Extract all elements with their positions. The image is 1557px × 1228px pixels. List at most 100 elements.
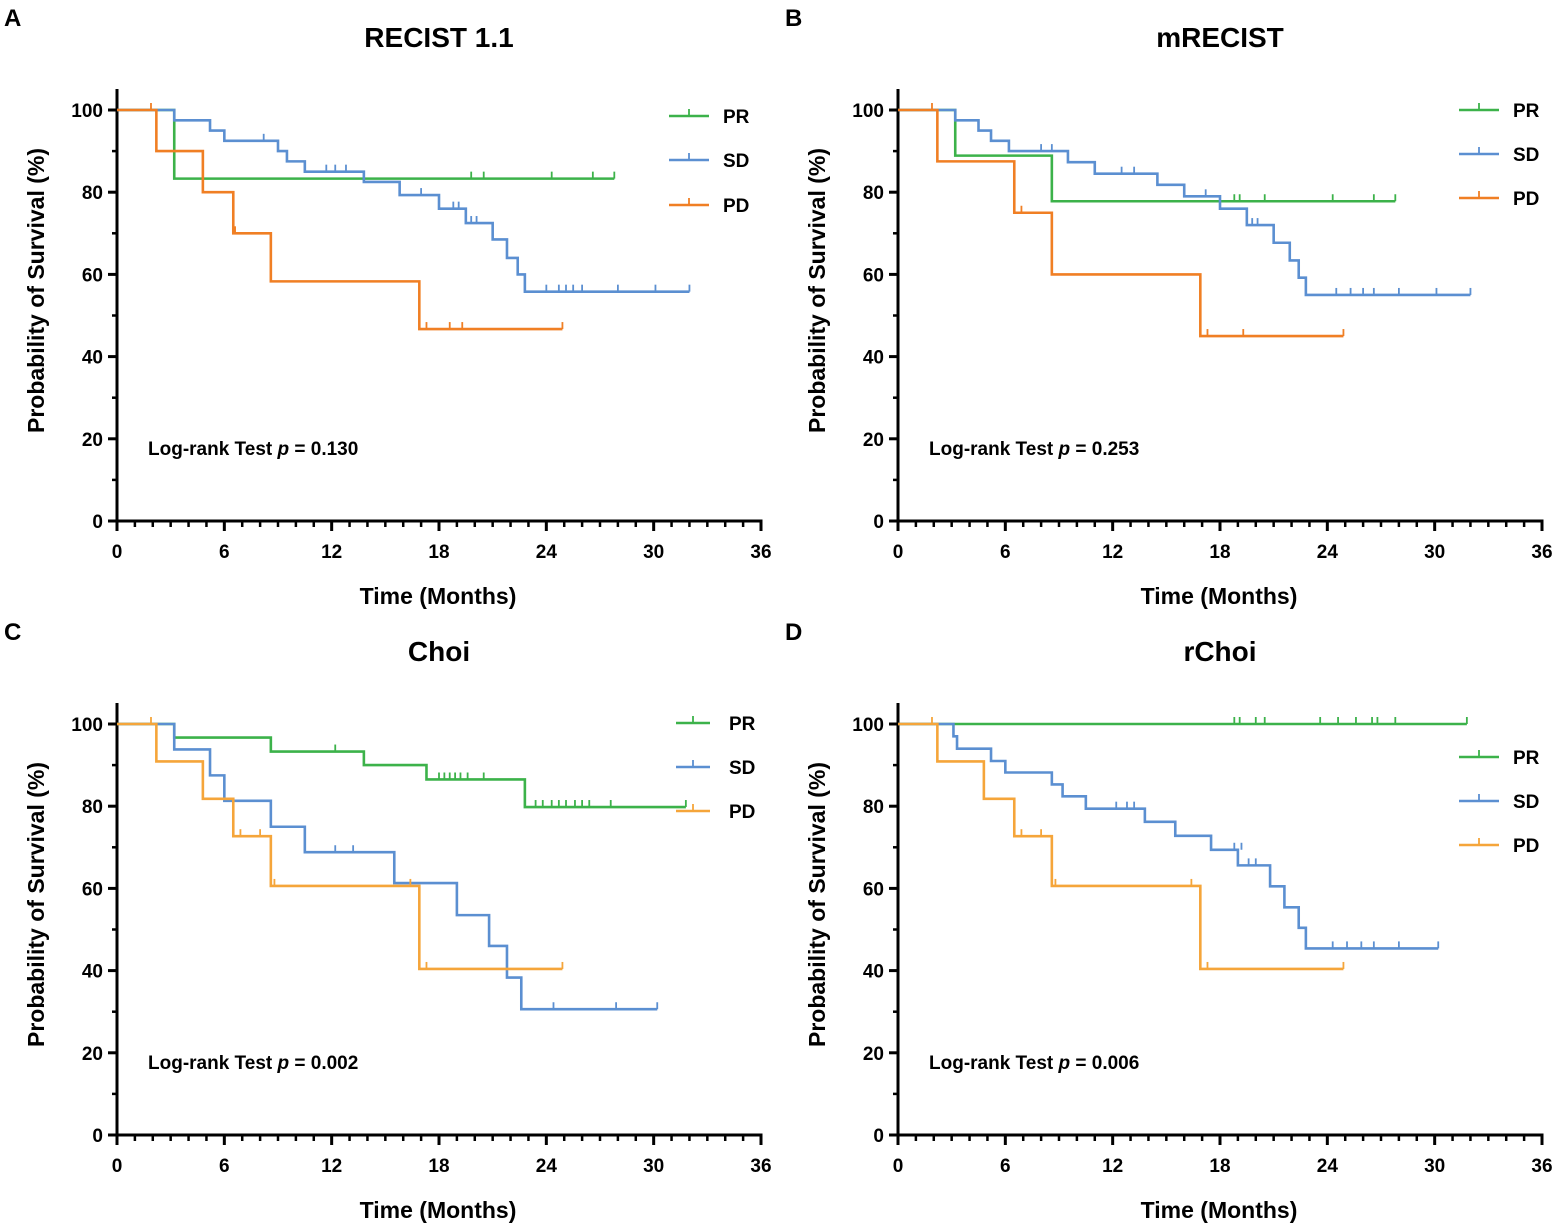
- legend-label-pd: PD: [723, 196, 749, 217]
- x-tick-label: 0: [893, 1156, 904, 1177]
- logrank-annotation: Log-rank Test p = 0.002: [148, 1053, 358, 1074]
- y-tick-label: 40: [863, 348, 884, 369]
- chart-title: mRECIST: [1156, 22, 1284, 53]
- y-axis-label: Probability of Survival (%): [23, 148, 49, 433]
- chart-title: rChoi: [1183, 636, 1256, 667]
- legend-label-pr: PR: [1513, 101, 1540, 122]
- logrank-annotation: Log-rank Test p = 0.130: [148, 439, 358, 460]
- legend-label-sd: SD: [729, 758, 755, 779]
- y-tick-label: 80: [82, 797, 103, 818]
- km-chart-svg: A RECIST 1.1 0 20 40 60 80 100 0 6 12 18 24 30 36 Time …: [4, 5, 772, 609]
- y-tick-label: 60: [82, 879, 103, 900]
- legend-label-pr: PR: [723, 107, 750, 128]
- km-curve-pr: [898, 108, 1396, 203]
- panel-letter: B: [785, 5, 802, 32]
- x-tick-label: 18: [428, 542, 449, 563]
- x-tick-label: 18: [1209, 1156, 1230, 1177]
- y-tick-label: 0: [92, 512, 103, 533]
- y-tick-label: 20: [82, 430, 103, 451]
- y-tick-label: 0: [92, 1126, 103, 1147]
- legend-label-pd: PD: [1513, 836, 1539, 857]
- x-tick-label: 36: [750, 1156, 771, 1177]
- y-tick-label: 0: [873, 512, 884, 533]
- km-chart-svg: C Choi 0 20 40 60 80 100 0 6 12 18 24 30 36 Time (Month…: [4, 619, 772, 1223]
- panel-letter: A: [4, 5, 21, 32]
- y-axis-label: Probability of Survival (%): [804, 148, 830, 433]
- legend-label-pr: PR: [729, 714, 756, 735]
- x-axis-label: Time (Months): [360, 1197, 517, 1223]
- y-tick-label: 80: [82, 183, 103, 204]
- y-tick-label: 80: [863, 183, 884, 204]
- legend-label-sd: SD: [1513, 145, 1539, 166]
- x-tick-label: 18: [428, 1156, 449, 1177]
- x-axis-label: Time (Months): [1141, 583, 1298, 609]
- y-tick-label: 80: [863, 797, 884, 818]
- y-tick-label: 0: [873, 1126, 884, 1147]
- x-tick-label: 36: [1531, 1156, 1552, 1177]
- x-tick-label: 6: [1000, 542, 1011, 563]
- y-tick-label: 20: [82, 1044, 103, 1065]
- x-tick-label: 6: [1000, 1156, 1011, 1177]
- y-tick-label: 100: [852, 715, 884, 736]
- km-panel-a: A RECIST 1.1 0 20 40 60 80 100 0 6 12 18 24 30 36 Time …: [0, 0, 778, 614]
- km-curve-pd: [117, 108, 563, 331]
- y-tick-label: 60: [863, 265, 884, 286]
- y-tick-label: 100: [71, 101, 103, 122]
- x-axis-label: Time (Months): [1141, 1197, 1298, 1223]
- x-axis-label: Time (Months): [360, 583, 517, 609]
- legend-label-pd: PD: [1513, 189, 1539, 210]
- x-tick-label: 12: [321, 542, 342, 563]
- panel-letter: C: [4, 619, 21, 646]
- y-axis-label: Probability of Survival (%): [23, 762, 49, 1047]
- panel-letter: D: [785, 619, 802, 646]
- km-curve-sd: [117, 108, 690, 293]
- km-panel-c: C Choi 0 20 40 60 80 100 0 6 12 18 24 30 36 Time (Month…: [0, 614, 778, 1228]
- x-tick-label: 18: [1209, 542, 1230, 563]
- logrank-annotation: Log-rank Test p = 0.006: [929, 1053, 1139, 1074]
- y-tick-label: 20: [863, 430, 884, 451]
- x-tick-label: 24: [1317, 1156, 1339, 1177]
- km-curve-sd: [117, 722, 658, 1011]
- y-tick-label: 40: [863, 962, 884, 983]
- legend-label-sd: SD: [723, 151, 749, 172]
- legend-label-pr: PR: [1513, 748, 1540, 769]
- x-tick-label: 6: [219, 1156, 230, 1177]
- legend-label-pd: PD: [729, 802, 755, 823]
- x-tick-label: 24: [536, 1156, 558, 1177]
- km-curve-pd: [898, 108, 1344, 338]
- y-tick-label: 60: [863, 879, 884, 900]
- km-curve-pd: [117, 722, 563, 971]
- y-axis-label: Probability of Survival (%): [804, 762, 830, 1047]
- x-tick-label: 30: [643, 542, 664, 563]
- y-tick-label: 40: [82, 348, 103, 369]
- y-tick-label: 20: [863, 1044, 884, 1065]
- logrank-annotation: Log-rank Test p = 0.253: [929, 439, 1139, 460]
- chart-title: Choi: [408, 636, 470, 667]
- x-tick-label: 24: [536, 542, 558, 563]
- x-tick-label: 12: [321, 1156, 342, 1177]
- x-tick-label: 6: [219, 542, 230, 563]
- x-tick-label: 0: [112, 542, 123, 563]
- y-tick-label: 100: [852, 101, 884, 122]
- x-tick-label: 12: [1102, 542, 1123, 563]
- x-tick-label: 24: [1317, 542, 1339, 563]
- x-tick-label: 36: [1531, 542, 1552, 563]
- x-tick-label: 0: [893, 542, 904, 563]
- km-curve-sd: [898, 722, 1439, 950]
- x-tick-label: 30: [643, 1156, 664, 1177]
- chart-title: RECIST 1.1: [364, 22, 513, 53]
- y-tick-label: 100: [71, 715, 103, 736]
- legend-label-sd: SD: [1513, 792, 1539, 813]
- y-tick-label: 40: [82, 962, 103, 983]
- x-tick-label: 36: [750, 542, 771, 563]
- y-tick-label: 60: [82, 265, 103, 286]
- x-tick-label: 30: [1424, 542, 1445, 563]
- x-tick-label: 30: [1424, 1156, 1445, 1177]
- km-curve-pd: [898, 722, 1344, 971]
- x-tick-label: 0: [112, 1156, 123, 1177]
- x-tick-label: 12: [1102, 1156, 1123, 1177]
